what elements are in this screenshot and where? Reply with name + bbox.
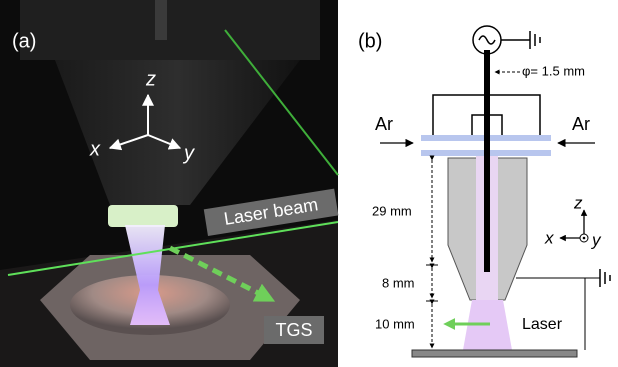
dimension-label: 29 mm — [372, 203, 412, 218]
photo-panel: (a) z x y Laser beam TGS — [0, 0, 338, 367]
upper-housing — [20, 0, 320, 60]
panel-label: (b) — [358, 30, 382, 52]
gas-label: Ar — [375, 114, 393, 134]
figure: (a) z x y Laser beam TGS (b) φ — [0, 0, 618, 367]
page: (a) z x y Laser beam TGS (b) φ — [0, 0, 618, 367]
diameter-label: φ= 1.5 mm — [522, 63, 585, 78]
axis-label: x — [544, 228, 554, 247]
gas-label: Ar — [572, 114, 590, 134]
axis-label: z — [145, 68, 156, 90]
axis-label: x — [89, 138, 101, 160]
dimension-label: 8 mm — [382, 275, 415, 290]
axis-label: z — [573, 193, 583, 212]
substrate — [412, 350, 577, 357]
y-dot — [583, 237, 586, 240]
panel-label: (a) — [12, 30, 36, 52]
nozzle-tip — [108, 205, 178, 227]
schematic-panel: (b) φ= 1.5 mm Ar Ar 29 mm 8 mm 10 mm Las… — [358, 26, 610, 357]
electrode-holder — [155, 0, 167, 40]
ground-right — [600, 269, 610, 287]
tgs-label: TGS — [275, 320, 312, 340]
electrode — [484, 50, 490, 272]
axis-label: y — [591, 230, 602, 249]
axis-label: y — [182, 142, 195, 164]
dimension-label: 10 mm — [375, 316, 415, 331]
dimension-lines — [426, 160, 438, 348]
ground-top — [501, 31, 540, 49]
laser-label: Laser — [522, 316, 563, 333]
